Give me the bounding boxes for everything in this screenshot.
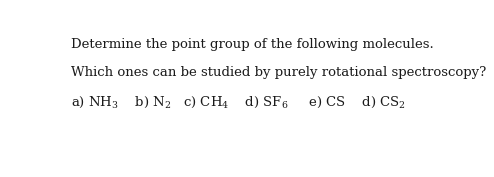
Text: Which ones can be studied by purely rotational spectroscopy?: Which ones can be studied by purely rota… xyxy=(71,66,487,79)
Text: Determine the point group of the following molecules.: Determine the point group of the followi… xyxy=(71,38,434,51)
Text: a) NH$_3$    b) N$_2$   c) CH$_4$    d) SF$_6$     e) CS    d) CS$_2$: a) NH$_3$ b) N$_2$ c) CH$_4$ d) SF$_6$ e… xyxy=(71,95,406,110)
